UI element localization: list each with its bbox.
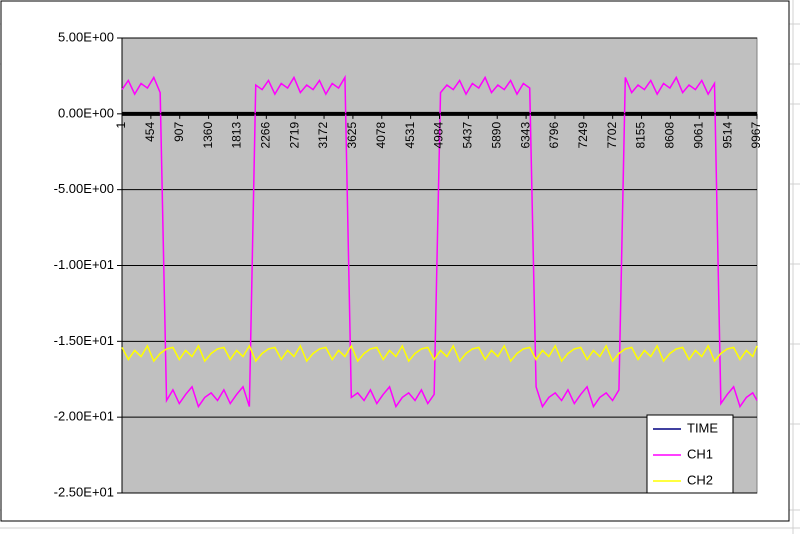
x-tick-label: 4078 — [374, 122, 388, 149]
x-tick-label: 7249 — [576, 122, 590, 149]
x-tick-label: 454 — [143, 122, 157, 142]
x-tick-label: 8608 — [663, 122, 677, 149]
x-tick-label: 3172 — [316, 122, 330, 149]
x-tick-label: 2719 — [287, 122, 301, 149]
x-tick-label: 4984 — [432, 122, 446, 149]
x-tick-label: 1813 — [230, 122, 244, 149]
x-tick-label: 6796 — [547, 122, 561, 149]
series-line — [121, 74, 758, 409]
x-tick-label: 3625 — [345, 122, 359, 149]
x-tick-label: 1 — [114, 122, 128, 129]
x-tick-label: 5437 — [461, 122, 475, 149]
legend-label: TIME — [687, 420, 718, 435]
x-tick-label: 5890 — [489, 122, 503, 149]
x-tick-label: 2266 — [258, 122, 272, 149]
x-tick-label: 9061 — [691, 122, 705, 149]
x-tick-label: 6343 — [518, 122, 532, 149]
y-tick-label: -1.00E+01 — [54, 257, 114, 272]
legend-label: CH1 — [687, 446, 713, 461]
x-tick-label: 4531 — [403, 122, 417, 149]
x-tick-label: 907 — [172, 122, 186, 142]
y-tick-label: -2.50E+01 — [54, 484, 114, 499]
x-tick-label: 9967 — [749, 122, 763, 149]
y-tick-label: 5.00E+00 — [58, 29, 114, 44]
series-line — [121, 344, 758, 363]
x-tick-label: 8155 — [634, 122, 648, 149]
y-tick-label: -2.00E+01 — [54, 409, 114, 424]
y-tick-label: 0.00E+00 — [58, 105, 114, 120]
legend: TIME CH1 CH2 — [646, 414, 734, 494]
x-tick-label: 9514 — [720, 122, 734, 149]
legend-label: CH2 — [687, 472, 713, 487]
y-tick-label: -1.50E+01 — [54, 333, 114, 348]
x-tick-label: 7702 — [605, 122, 619, 149]
y-tick-label: -5.00E+00 — [54, 181, 114, 196]
legend-box — [646, 414, 734, 494]
x-tick-label: 1360 — [201, 122, 215, 149]
